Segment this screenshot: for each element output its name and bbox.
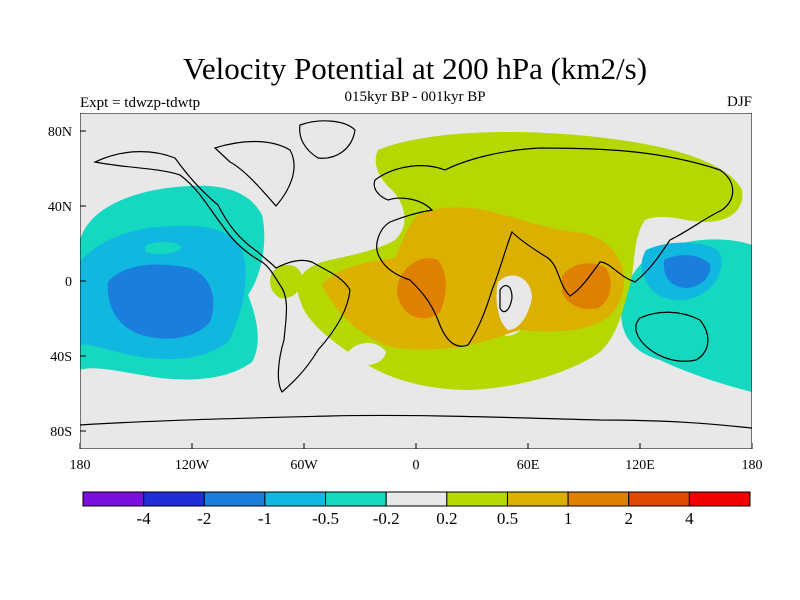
eurasia-africa-coast [373, 147, 734, 347]
colorbar-swatch [325, 491, 387, 507]
colorbar-label: 0.2 [436, 509, 457, 528]
americas-coast [93, 151, 351, 393]
colorbar-swatch [143, 491, 205, 507]
colorbar-label: -2 [197, 509, 211, 528]
colorbar-label: 4 [685, 509, 694, 528]
lon-tick-label: 180 [742, 458, 763, 473]
lon-tick-label: 60W [290, 458, 318, 473]
lat-tick-label: 80S [50, 425, 72, 440]
contour-pos-1-indian [562, 263, 611, 310]
experiment-label: Expt = tdwzp-tdwtp [80, 95, 201, 111]
contour-neg-1-westpac [663, 255, 711, 288]
lat-tick-label: 40N [48, 200, 72, 215]
lon-tick-label: 120E [625, 458, 655, 473]
plot-subtitle: 015kyr BP - 001kyr BP [344, 89, 486, 105]
colorbar-label: -1 [258, 509, 272, 528]
colorbar-label: 0.5 [497, 509, 518, 528]
colorbar-label: 2 [624, 509, 633, 528]
lon-tick-label: 0 [413, 458, 420, 473]
antarctica-coast [80, 414, 752, 429]
lat-tick-label: 80N [48, 125, 72, 140]
canada-arctic-coast [213, 140, 295, 207]
greenland-coast [299, 120, 356, 159]
contour-hole-madagascar-2 [496, 275, 532, 330]
colorbar-swatch [446, 491, 508, 507]
colorbar-swatch [203, 491, 266, 507]
contour-pos-1-africa [397, 258, 446, 319]
season-label: DJF [726, 94, 752, 110]
longitude-labels: 180 120W 60W 0 60E 120E 180 [70, 458, 763, 473]
contour-pos-0.2-samerica [270, 264, 303, 299]
coastlines [80, 120, 752, 429]
colorbar-label: -0.2 [373, 509, 400, 528]
latitude-labels: 80N 40N 0 40S 80S [48, 125, 72, 440]
axis-tick-marks [79, 130, 753, 449]
madagascar-coast [499, 285, 513, 313]
colorbar-swatch [82, 491, 145, 507]
contour-neg-1-pacific [107, 264, 214, 339]
lon-tick-label: 180 [70, 458, 91, 473]
lat-tick-label: 40S [50, 350, 72, 365]
colorbar-swatch [688, 491, 751, 507]
lon-tick-label: 60E [517, 458, 540, 473]
plot-title: Velocity Potential at 200 hPa (km2/s) [182, 51, 648, 86]
contour-hole-south-atlantic [348, 343, 386, 366]
colorbar-label: 1 [564, 509, 573, 528]
contour-neg-inner-pacific [145, 241, 182, 255]
lat-tick-label: 0 [65, 275, 72, 290]
lon-tick-label: 120W [175, 458, 210, 473]
australia-coast [635, 311, 709, 362]
colorbar-label: -0.5 [312, 509, 339, 528]
contour-pos-0.5 [322, 207, 624, 350]
velocity-potential-field [80, 113, 752, 449]
colorbar-label: -4 [137, 509, 152, 528]
colorbar-swatch [506, 491, 569, 507]
colorbar: -4 -2 -1 -0.5 -0.2 0.2 0.5 1 2 4 [82, 491, 751, 528]
colorbar-swatch [628, 491, 690, 507]
colorbar-swatch [264, 491, 327, 507]
colorbar-swatch [385, 491, 448, 507]
colorbar-swatch [567, 491, 630, 507]
